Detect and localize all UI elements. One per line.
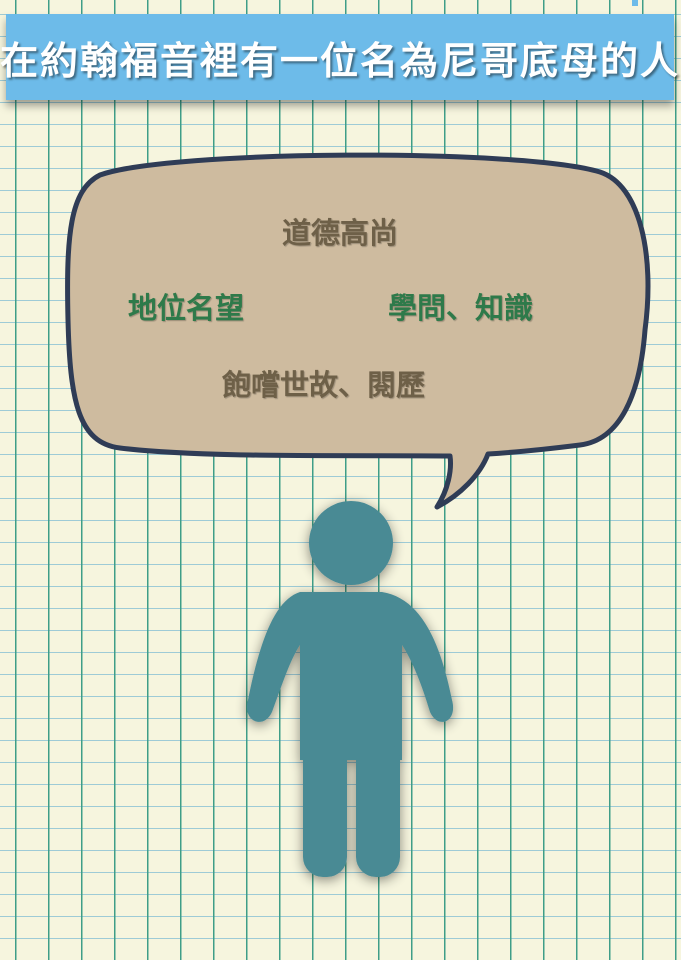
page-corner-mark <box>632 0 638 6</box>
page-title: 在約翰福音裡有一位名為尼哥底母的人 <box>0 38 681 83</box>
bubble-line-virtue: 道德高尚 <box>282 216 399 250</box>
bubble-line-knowledge: 學問、知識 <box>388 291 534 325</box>
bubble-line-experience: 飽嚐世故、閱歷 <box>222 368 426 402</box>
title-banner: 在約翰福音裡有一位名為尼哥底母的人 <box>0 14 678 100</box>
bubble-line-status: 地位名望 <box>128 291 245 325</box>
